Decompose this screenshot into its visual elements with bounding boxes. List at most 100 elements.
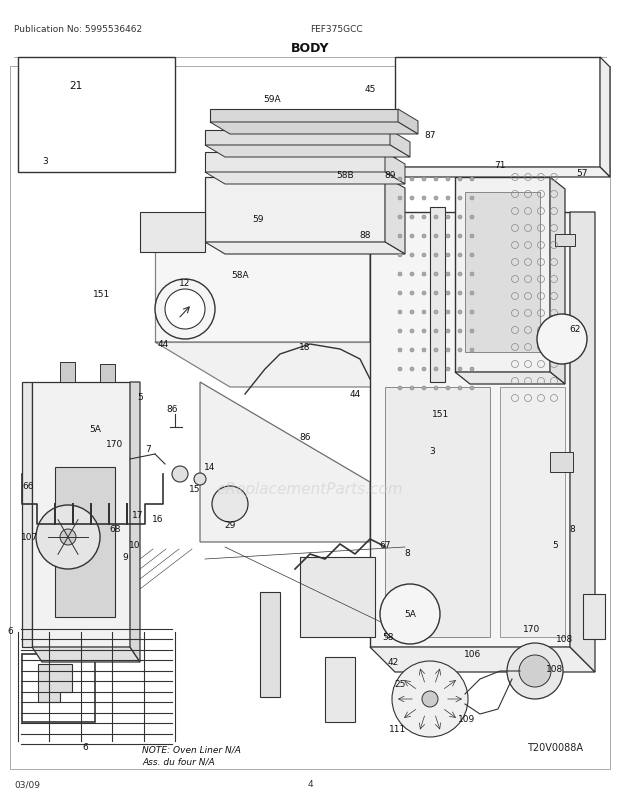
Text: 86: 86 [166,405,178,414]
Circle shape [410,367,414,371]
Polygon shape [205,146,410,158]
Text: 03/09: 03/09 [14,780,40,788]
Circle shape [422,235,426,239]
Circle shape [458,292,462,296]
Circle shape [422,196,426,200]
Circle shape [422,691,438,707]
Circle shape [398,349,402,353]
Polygon shape [465,192,540,353]
Circle shape [470,330,474,334]
Circle shape [458,367,462,371]
Polygon shape [155,342,440,387]
Circle shape [434,292,438,296]
Circle shape [410,196,414,200]
Circle shape [434,273,438,277]
Circle shape [36,505,100,569]
Circle shape [410,330,414,334]
Text: 6: 6 [82,743,88,751]
Text: 21: 21 [69,81,82,91]
Circle shape [470,216,474,220]
Text: 111: 111 [389,724,407,734]
Text: 58B: 58B [336,170,354,180]
Polygon shape [260,592,280,697]
Text: 59A: 59A [263,95,281,104]
Circle shape [410,387,414,391]
Circle shape [410,216,414,220]
Polygon shape [22,383,32,647]
Polygon shape [60,363,75,383]
Text: 86: 86 [299,433,311,442]
Circle shape [458,235,462,239]
Text: BODY: BODY [291,42,329,55]
Circle shape [410,310,414,314]
Text: NOTE: Oven Liner N/A: NOTE: Oven Liner N/A [142,744,241,754]
Polygon shape [390,131,410,158]
Polygon shape [555,235,575,247]
Circle shape [446,367,450,371]
Circle shape [446,235,450,239]
Circle shape [458,310,462,314]
Circle shape [422,367,426,371]
Text: 67: 67 [379,540,391,549]
Text: 10: 10 [129,540,141,549]
Text: 42: 42 [388,658,399,666]
Text: 151: 151 [94,290,110,299]
Polygon shape [205,172,405,184]
Text: 44: 44 [350,390,361,399]
Text: 25: 25 [394,679,405,689]
Circle shape [422,178,426,182]
Circle shape [410,292,414,296]
Circle shape [410,235,414,239]
Polygon shape [455,373,565,384]
Text: 5A: 5A [89,425,101,434]
Text: 17: 17 [132,510,144,519]
Circle shape [458,253,462,257]
Circle shape [422,253,426,257]
Circle shape [398,178,402,182]
Circle shape [60,529,76,545]
Text: 151: 151 [432,410,450,419]
Text: 109: 109 [458,715,476,723]
Circle shape [410,253,414,257]
Polygon shape [32,383,130,647]
Text: 15: 15 [189,485,201,494]
Polygon shape [100,365,115,383]
Circle shape [398,330,402,334]
Polygon shape [22,654,95,722]
Circle shape [458,273,462,277]
Circle shape [422,349,426,353]
Circle shape [470,273,474,277]
Text: 3: 3 [42,157,48,166]
Circle shape [410,349,414,353]
Text: 8: 8 [404,549,410,558]
Circle shape [446,178,450,182]
Text: 89: 89 [384,170,396,180]
Circle shape [434,235,438,239]
Text: 5: 5 [552,540,558,549]
Circle shape [398,387,402,391]
Circle shape [434,196,438,200]
Text: 6: 6 [7,626,13,636]
Circle shape [446,292,450,296]
Circle shape [392,661,468,737]
Circle shape [172,467,188,482]
Circle shape [458,330,462,334]
Circle shape [446,310,450,314]
Polygon shape [370,647,595,672]
Text: T20V0088A: T20V0088A [527,742,583,752]
Circle shape [470,387,474,391]
Circle shape [434,330,438,334]
Circle shape [446,349,450,353]
Circle shape [434,310,438,314]
Polygon shape [398,110,418,135]
Circle shape [434,253,438,257]
Circle shape [446,387,450,391]
Circle shape [470,253,474,257]
Text: 9: 9 [122,553,128,561]
Circle shape [458,196,462,200]
Polygon shape [205,153,385,172]
Circle shape [398,310,402,314]
Circle shape [446,196,450,200]
Circle shape [470,367,474,371]
Circle shape [422,216,426,220]
